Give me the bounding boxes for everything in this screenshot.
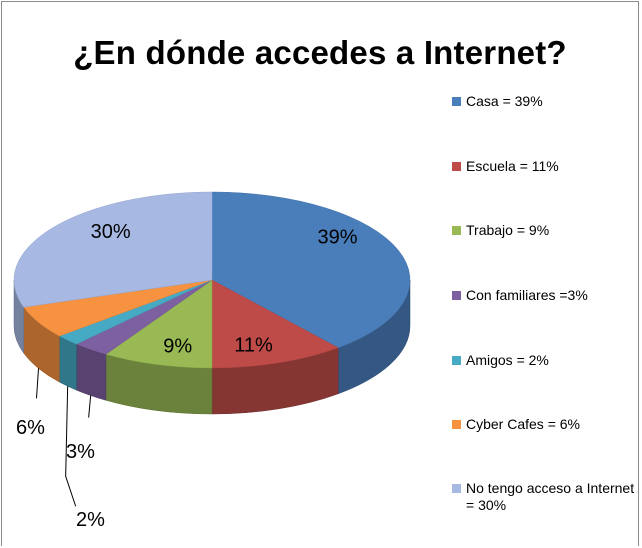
legend-swatch [452,356,461,365]
leader-line [65,386,77,507]
legend-label: No tengo acceso a Internet = 30% [466,480,635,513]
data-label: 30% [91,221,131,243]
legend-swatch [452,97,461,106]
legend-item: Escuela = 11% [452,158,636,175]
data-label: 11% [234,334,273,356]
chart-title: ¿En dónde accedes a Internet? [73,34,567,71]
legend-item: Con familiares =3% [452,287,636,304]
pie-side-amigos [59,335,77,391]
legend-item: Casa = 39% [452,93,636,110]
legend-label: Amigos = 2% [466,352,549,368]
data-label: 9% [163,335,192,357]
legend-label: Escuela = 11% [466,158,559,174]
legend-item: Amigos = 2% [452,352,636,369]
pie-slice-no-tengo-acceso-a-internet [13,191,213,308]
data-label: 6% [16,417,45,439]
legend-label: Con familiares =3% [466,287,588,303]
pie-slice-trabajo [105,279,213,369]
legend-swatch [452,420,461,429]
pie-slice-escuela [211,279,339,369]
data-label: 39% [317,227,357,249]
data-label: 2% [76,509,105,531]
legend-item: No tengo acceso a Internet = 30% [452,480,636,514]
leader-line [35,368,39,399]
legend-swatch [452,162,461,171]
legend-swatch [452,291,461,300]
leader-line [88,395,92,418]
data-label: 3% [66,441,95,463]
legend-label: Casa = 39% [466,93,543,109]
pie-slice-casa [211,191,411,349]
legend-swatch [452,484,461,493]
legend: Casa = 39% Escuela = 11% Trabajo = 9% Con f… [452,0,637,548]
legend-label: Cyber Cafes = 6% [466,416,580,432]
legend-item: Trabajo = 9% [452,222,636,239]
legend-swatch [452,226,461,235]
legend-label: Trabajo = 9% [466,222,550,238]
legend-item: Cyber Cafes = 6% [452,416,636,433]
